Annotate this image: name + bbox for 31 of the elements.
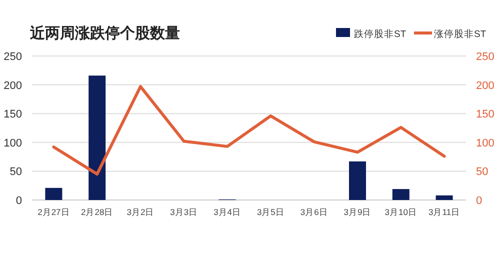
x-tick-label: 3月5日	[256, 207, 284, 217]
x-tick-label: 3月4日	[214, 207, 242, 217]
x-tick-label: 3月10日	[384, 207, 417, 217]
y2-tick-label: 250	[476, 51, 494, 63]
x-tick-label: 3月11日	[428, 207, 460, 217]
x-tick-label: 2月27日	[38, 207, 70, 217]
bar	[45, 188, 62, 200]
chart-title: 近两周涨跌停个股数量	[29, 25, 180, 42]
legend-label: 跌停股非ST	[354, 28, 406, 40]
y2-tick-label: 150	[476, 108, 494, 121]
line-series	[52, 85, 446, 176]
x-tick-label: 3月9日	[344, 207, 372, 217]
y2-tick-label: 50	[476, 166, 488, 178]
y-tick-label: 150	[4, 108, 22, 121]
y-tick-label: 250	[4, 51, 22, 63]
y-tick-label: 50	[10, 166, 22, 178]
y-tick-label: 0	[16, 195, 22, 207]
bar	[436, 195, 453, 200]
x-tick-label: 2月28日	[81, 207, 114, 217]
x-tick-label: 3月3日	[170, 207, 198, 217]
bar	[88, 76, 106, 200]
bar	[349, 161, 366, 200]
y2-tick-label: 0	[476, 195, 482, 207]
y2-tick-label: 100	[476, 137, 494, 150]
x-tick-label: 3月6日	[300, 207, 328, 217]
y2-tick-label: 200	[476, 80, 494, 92]
y-tick-label: 200	[4, 80, 22, 92]
legend-label: 涨停股非ST	[434, 28, 486, 40]
x-tick-label: 3月2日	[126, 207, 154, 217]
y-tick-label: 100	[4, 137, 22, 150]
bar	[392, 189, 410, 200]
